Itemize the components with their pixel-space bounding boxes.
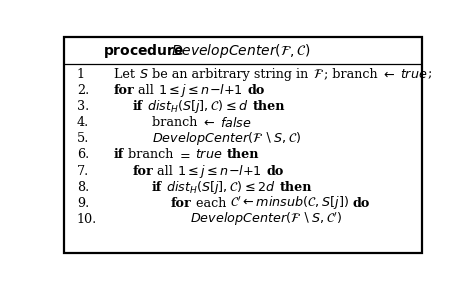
Text: $\mathit{dist}_H(S[j], \mathcal{C}) \leq 2d$: $\mathit{dist}_H(S[j], \mathcal{C}) \leq… [166, 179, 276, 196]
Text: if: if [133, 100, 143, 113]
Text: each: each [191, 197, 230, 210]
Text: $\leftarrow$: $\leftarrow$ [381, 68, 396, 81]
Text: Let: Let [114, 68, 138, 81]
Text: $S$: $S$ [138, 68, 148, 81]
Text: then: then [280, 181, 312, 194]
Text: be an arbitrary string in: be an arbitrary string in [148, 68, 312, 81]
Text: if: if [114, 148, 124, 161]
Text: $\mathit{DevelopCenter}(\mathcal{F},\mathcal{C})$: $\mathit{DevelopCenter}(\mathcal{F},\mat… [171, 42, 311, 60]
Text: $\mathcal{C}' \leftarrow \mathit{minsub}(\mathcal{C}, S[j])$: $\mathcal{C}' \leftarrow \mathit{minsub}… [230, 195, 349, 212]
Text: $\mathit{true}$: $\mathit{true}$ [195, 148, 223, 161]
Text: $1 \leq j \leq n{-}l{+}1$: $1 \leq j \leq n{-}l{+}1$ [177, 162, 262, 179]
Text: if: if [152, 181, 162, 194]
Text: branch: branch [124, 148, 177, 161]
Text: 6.: 6. [77, 148, 89, 161]
Text: then: then [227, 148, 259, 161]
Text: 9.: 9. [77, 197, 89, 210]
Text: 8.: 8. [77, 181, 89, 194]
Text: all: all [154, 164, 177, 178]
Text: branch: branch [152, 116, 201, 129]
Text: do: do [247, 84, 264, 97]
Text: do: do [353, 197, 370, 210]
Text: $\leftarrow$: $\leftarrow$ [201, 116, 216, 129]
Text: for: for [171, 197, 191, 210]
Text: for: for [133, 164, 154, 178]
Text: $\mathit{true}$: $\mathit{true}$ [400, 68, 427, 81]
Text: 10.: 10. [77, 213, 97, 226]
Text: then: then [253, 100, 285, 113]
Text: 5.: 5. [77, 132, 89, 145]
Text: $\mathit{dist}_H(S[j], \mathcal{C}) \leq d$: $\mathit{dist}_H(S[j], \mathcal{C}) \leq… [147, 98, 248, 115]
Text: $\mathit{DevelopCenter}(\mathcal{F} \setminus S, \mathcal{C}')$: $\mathit{DevelopCenter}(\mathcal{F} \set… [190, 211, 342, 228]
Text: $1 \leq j \leq n{-}l{+}1$: $1 \leq j \leq n{-}l{+}1$ [158, 82, 243, 99]
Text: ; branch: ; branch [324, 68, 381, 81]
Text: 7.: 7. [77, 164, 89, 178]
Text: do: do [266, 164, 283, 178]
Text: 1: 1 [77, 68, 85, 81]
Text: 4.: 4. [77, 116, 89, 129]
Text: 2.: 2. [77, 84, 89, 97]
Text: ;: ; [427, 68, 431, 81]
Text: $=$: $=$ [177, 148, 191, 161]
Text: $\mathit{false}$: $\mathit{false}$ [219, 116, 251, 130]
Text: $\mathcal{F}$: $\mathcal{F}$ [312, 68, 324, 81]
Text: $\mathit{DevelopCenter}(\mathcal{F} \setminus S, \mathcal{C})$: $\mathit{DevelopCenter}(\mathcal{F} \set… [152, 130, 301, 147]
Text: all: all [134, 84, 158, 97]
Text: for: for [114, 84, 134, 97]
FancyBboxPatch shape [64, 37, 422, 253]
Text: 3.: 3. [77, 100, 89, 113]
Text: $\bf{procedure}$: $\bf{procedure}$ [103, 42, 185, 60]
